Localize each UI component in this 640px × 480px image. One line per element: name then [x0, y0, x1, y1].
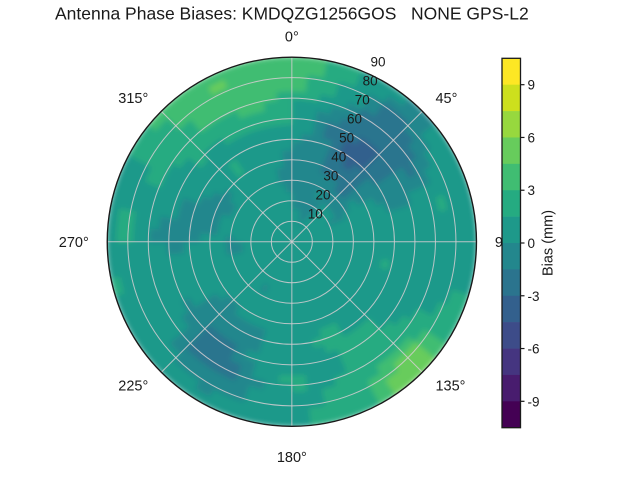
- svg-text:60: 60: [347, 112, 362, 127]
- svg-text:-6: -6: [528, 342, 540, 357]
- svg-text:-9: -9: [528, 394, 540, 409]
- svg-text:90: 90: [370, 55, 385, 70]
- svg-text:80: 80: [363, 74, 378, 89]
- svg-text:Bias (mm): Bias (mm): [541, 210, 557, 276]
- svg-text:45°: 45°: [435, 91, 457, 107]
- svg-text:10: 10: [308, 206, 323, 221]
- svg-text:-3: -3: [528, 289, 540, 304]
- svg-text:180°: 180°: [277, 450, 307, 466]
- svg-text:3: 3: [528, 183, 536, 198]
- svg-text:315°: 315°: [118, 91, 148, 107]
- svg-text:40: 40: [331, 149, 346, 164]
- svg-text:50: 50: [339, 131, 354, 146]
- svg-text:225°: 225°: [118, 378, 148, 394]
- svg-text:0: 0: [528, 236, 536, 251]
- svg-text:Antenna Phase Biases: KMDQZG12: Antenna Phase Biases: KMDQZG1256GOS NONE…: [55, 4, 529, 24]
- svg-text:6: 6: [528, 130, 536, 145]
- svg-text:20: 20: [316, 187, 331, 202]
- svg-text:30: 30: [323, 168, 338, 183]
- svg-text:135°: 135°: [435, 378, 465, 394]
- svg-text:70: 70: [355, 93, 370, 108]
- svg-text:9: 9: [528, 78, 536, 93]
- svg-text:0°: 0°: [285, 30, 299, 46]
- svg-text:270°: 270°: [59, 235, 89, 251]
